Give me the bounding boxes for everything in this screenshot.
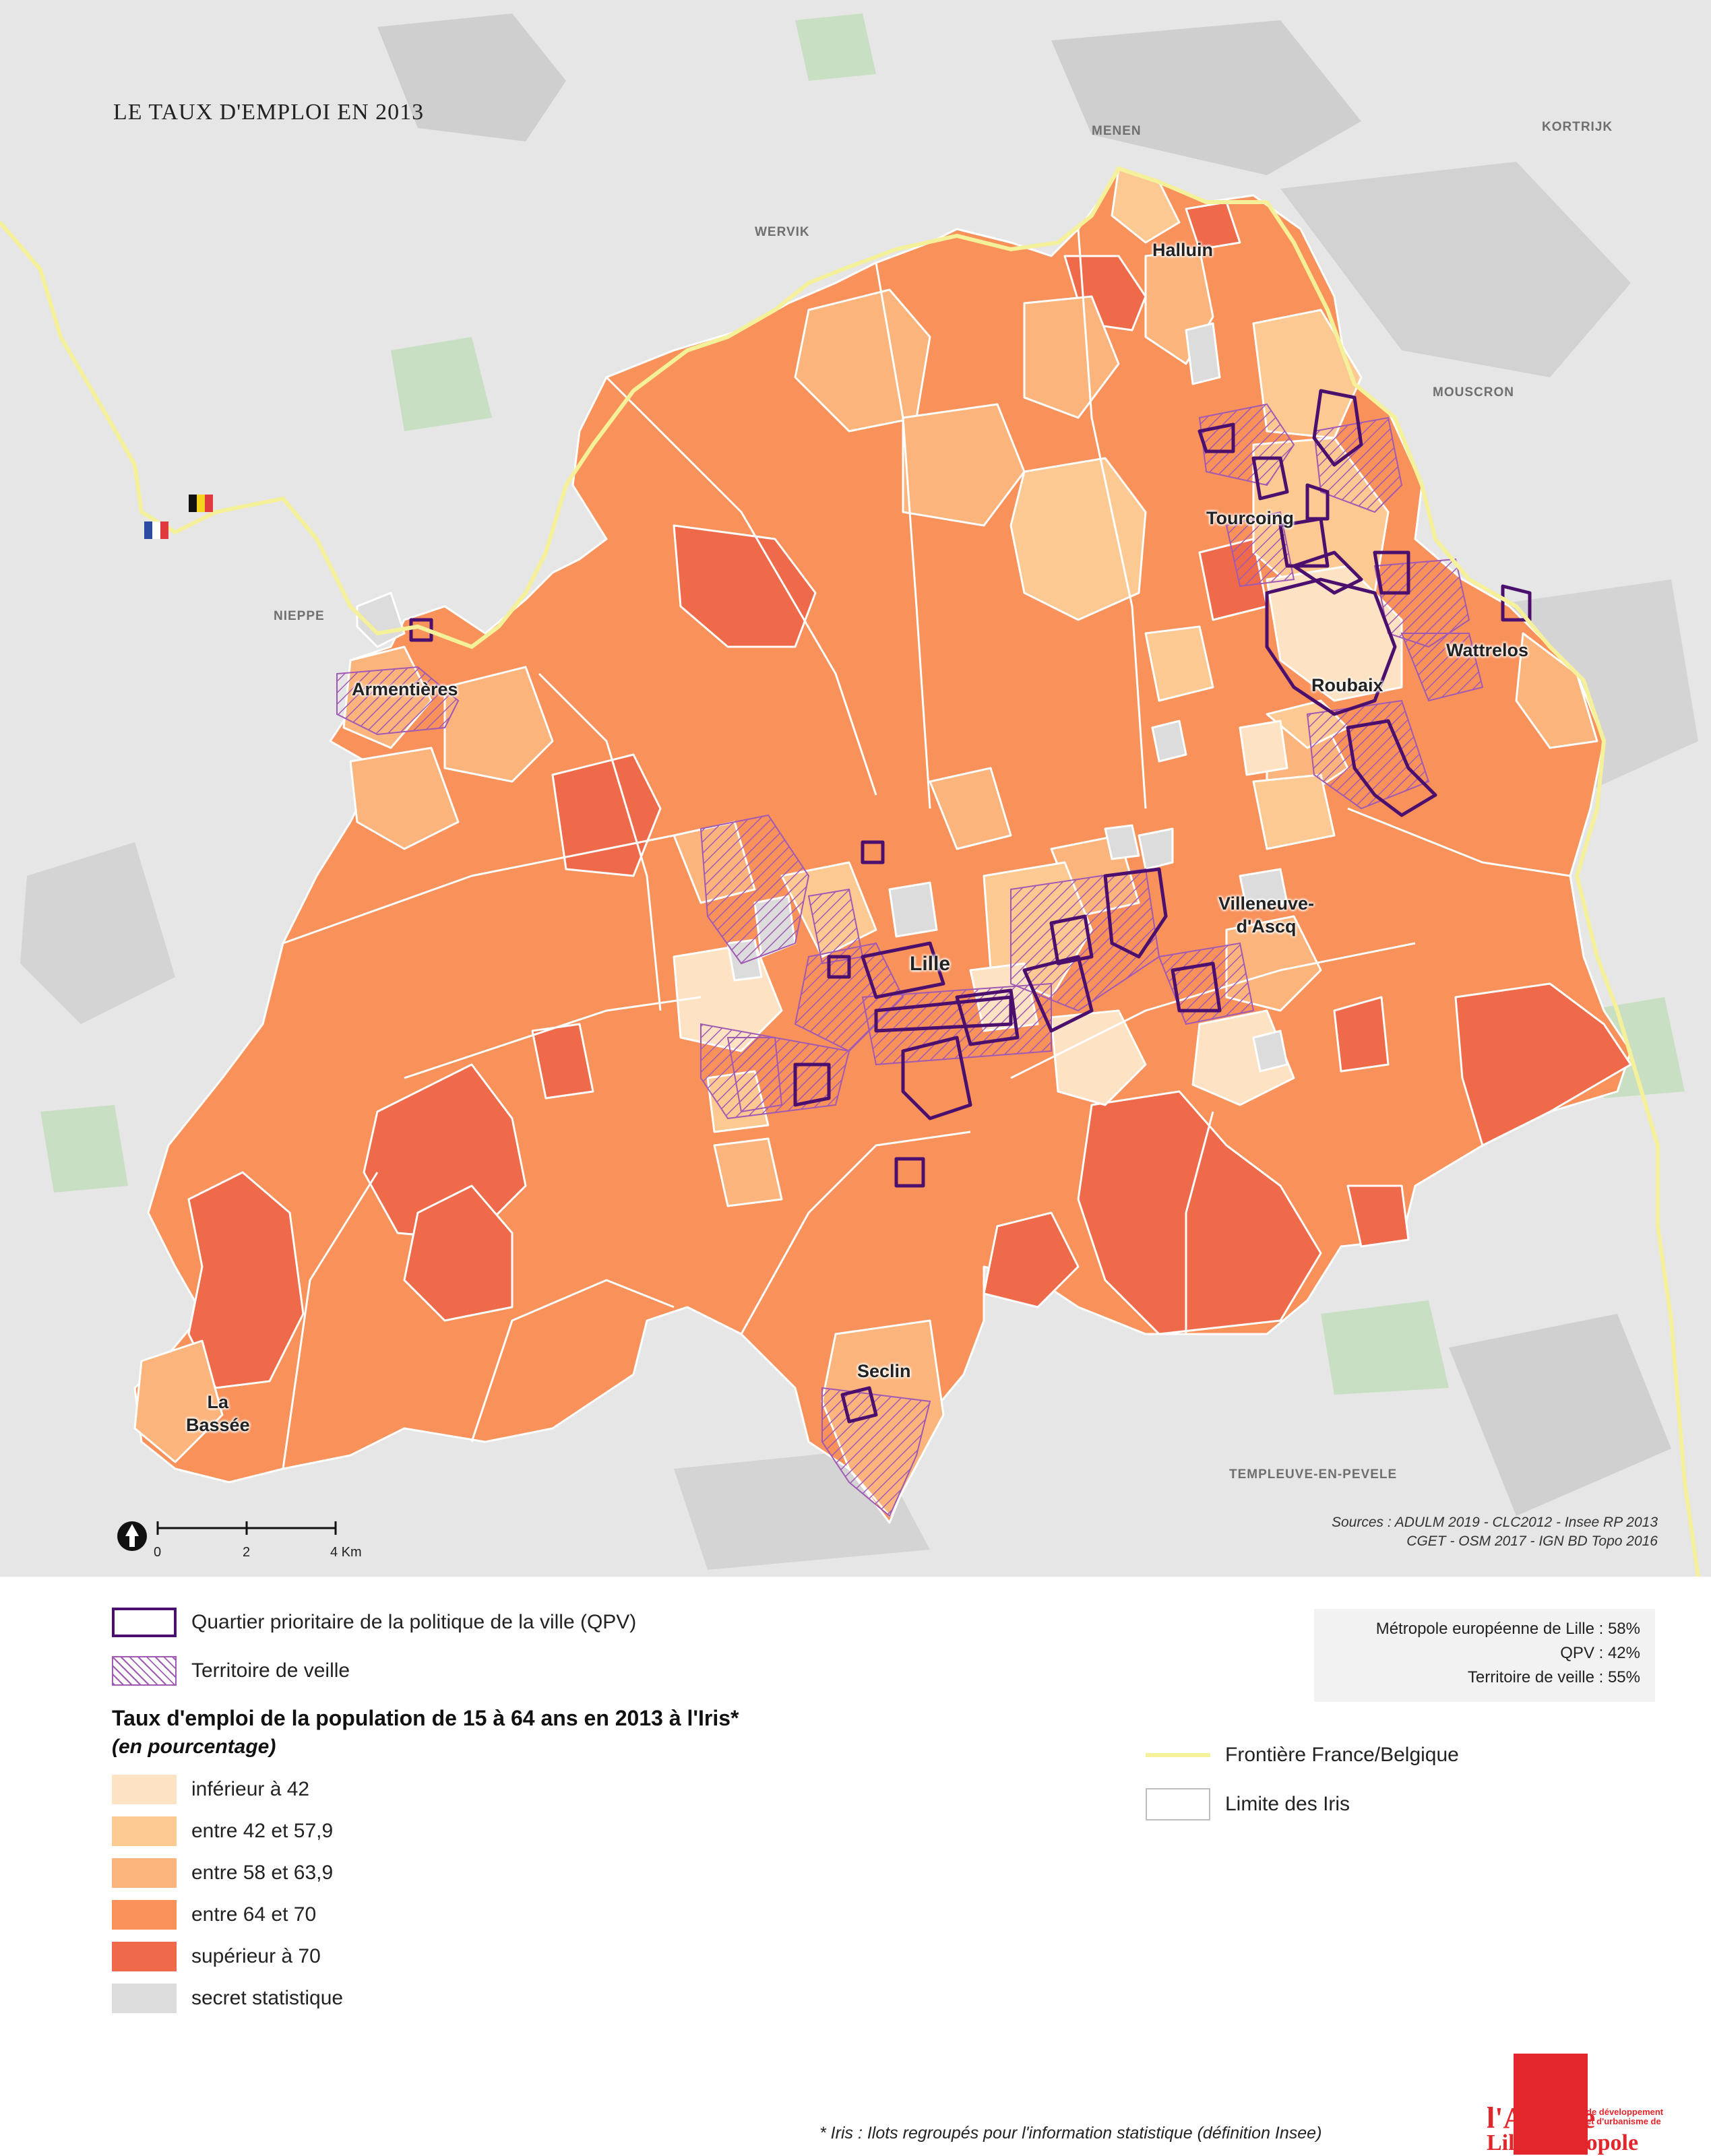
legend-class-3-label: entre 58 et 63,9 (191, 1862, 334, 1884)
legend-class-6-label: secret statistique (191, 1987, 344, 2009)
qpv-outlines (409, 389, 1532, 1424)
legend-class-5: supérieur à 70 (112, 1940, 321, 1973)
legend-border-label: Frontière France/Belgique (1225, 1744, 1459, 1766)
legend-class-2-label: entre 42 et 57,9 (191, 1820, 334, 1842)
city-label-villeneuve-line1: Villeneuve- (1218, 893, 1315, 914)
city-label-villeneuve-dascq: Villeneuve- d'Ascq (1218, 892, 1314, 938)
city-label-la-bassee-line1: La (207, 1392, 229, 1412)
city-label-seclin: Seclin (857, 1361, 911, 1381)
french-flag-icon (144, 521, 168, 539)
legend-class-4-label: entre 64 et 70 (191, 1903, 317, 1926)
city-label-roubaix: Roubaix (1311, 675, 1383, 695)
legend-class-1-label: inférieur à 42 (191, 1778, 310, 1800)
legend-border-swatch (1146, 1753, 1210, 1757)
place-label-kortrijk: KORTRIJK (1542, 120, 1613, 134)
city-label-halluin: Halluin (1152, 240, 1214, 260)
legend-class-6: secret statistique (112, 1982, 343, 2015)
legend-subheading: (en pourcentage) (112, 1736, 276, 1758)
city-label-la-bassee: La Bassée (186, 1391, 250, 1436)
sources-line2: CGET - OSM 2017 - IGN BD Topo 2016 (1406, 1533, 1658, 1549)
legend-class-3: entre 58 et 63,9 (112, 1857, 333, 1889)
border-line (0, 166, 1700, 1577)
city-label-villeneuve-line2: d'Ascq (1236, 916, 1297, 937)
legend-iris-limit: Limite des Iris (1146, 1788, 1350, 1820)
agence-logo: l'Agence Lille Métropole de développemen… (1487, 2054, 1689, 2155)
legend-class-1-swatch (112, 1775, 177, 1804)
scale-label-0: 0 (154, 1545, 162, 1560)
city-label-armentieres: Armentières (352, 679, 458, 699)
scale-label-4km: 4 Km (330, 1545, 362, 1560)
footnote: * Iris : Ilots regroupés pour l'informat… (819, 2124, 1322, 2143)
north-arrow-icon (117, 1521, 147, 1551)
legend-veille: Territoire de veille (112, 1655, 350, 1687)
legend-iris-limit-swatch (1146, 1788, 1210, 1820)
legend-veille-label: Territoire de veille (191, 1659, 350, 1682)
city-label-la-bassee-line2: Bassée (186, 1415, 250, 1435)
legend-class-2-swatch (112, 1816, 177, 1846)
stat-mel: Métropole européenne de Lille : 58% (1375, 1620, 1640, 1638)
logo-line1: l'Agence (1487, 2101, 1596, 2134)
place-label-nieppe: NIEPPE (274, 609, 325, 623)
place-label-menen: MENEN (1092, 124, 1142, 138)
sources: Sources : ADULM 2019 - CLC2012 - Insee R… (1206, 1513, 1658, 1551)
stat-qpv: QPV : 42% (1560, 1644, 1640, 1662)
legend-heading: Taux d'emploi de la population de 15 à 6… (112, 1706, 739, 1730)
legend-qpv-label: Quartier prioritaire de la politique de … (191, 1611, 637, 1633)
map-canvas (0, 13, 1700, 1577)
place-label-templeuve: TEMPLEUVE-EN-PEVELE (1229, 1467, 1398, 1482)
legend-border: Frontière France/Belgique (1146, 1744, 1459, 1767)
scale-label-2: 2 (243, 1545, 251, 1560)
legend-qpv-swatch (112, 1608, 177, 1637)
place-label-mouscron: MOUSCRON (1433, 385, 1514, 400)
city-label-lille: Lille (910, 953, 951, 975)
city-label-wattrelos: Wattrelos (1446, 640, 1529, 660)
logo-tagline: de développement et d'urbanisme de (1586, 2107, 1663, 2126)
logo-red-block (1514, 2054, 1588, 2155)
stats-box: Métropole européenne de Lille : 58% QPV … (1314, 1609, 1655, 1702)
legend-qpv: Quartier prioritaire de la politique de … (112, 1606, 636, 1639)
logo-tagline-2: et d'urbanisme de (1586, 2116, 1661, 2126)
legend-veille-swatch (112, 1656, 177, 1686)
logo-line2: Lille Métropole (1487, 2130, 1639, 2155)
legend-class-5-label: supérieur à 70 (191, 1945, 321, 1967)
sources-line1: Sources : ADULM 2019 - CLC2012 - Insee R… (1331, 1515, 1658, 1530)
belgian-flag-icon (189, 495, 213, 512)
legend-class-5-swatch (112, 1942, 177, 1971)
legend-class-3-swatch (112, 1858, 177, 1888)
place-label-wervik: WERVIK (755, 225, 810, 239)
legend-class-6-swatch (112, 1984, 177, 2013)
logo-tagline-1: de développement (1586, 2107, 1664, 2117)
map-title: LE TAUX D'EMPLOI EN 2013 (113, 100, 425, 125)
legend-iris-limit-label: Limite des Iris (1225, 1793, 1350, 1815)
legend-class-4: entre 64 et 70 (112, 1899, 316, 1931)
city-label-tourcoing: Tourcoing (1206, 508, 1294, 528)
legend-class-2: entre 42 et 57,9 (112, 1815, 333, 1847)
legend-class-1: inférieur à 42 (112, 1773, 309, 1806)
legend-class-4-swatch (112, 1900, 177, 1930)
stat-veille: Territoire de veille : 55% (1467, 1668, 1640, 1686)
map-panel: LE TAUX D'EMPLOI EN 2013 MENEN KORTRIJK … (0, 0, 1711, 1577)
territoire-de-veille (336, 403, 1484, 1517)
scale-bar (156, 1521, 337, 1535)
